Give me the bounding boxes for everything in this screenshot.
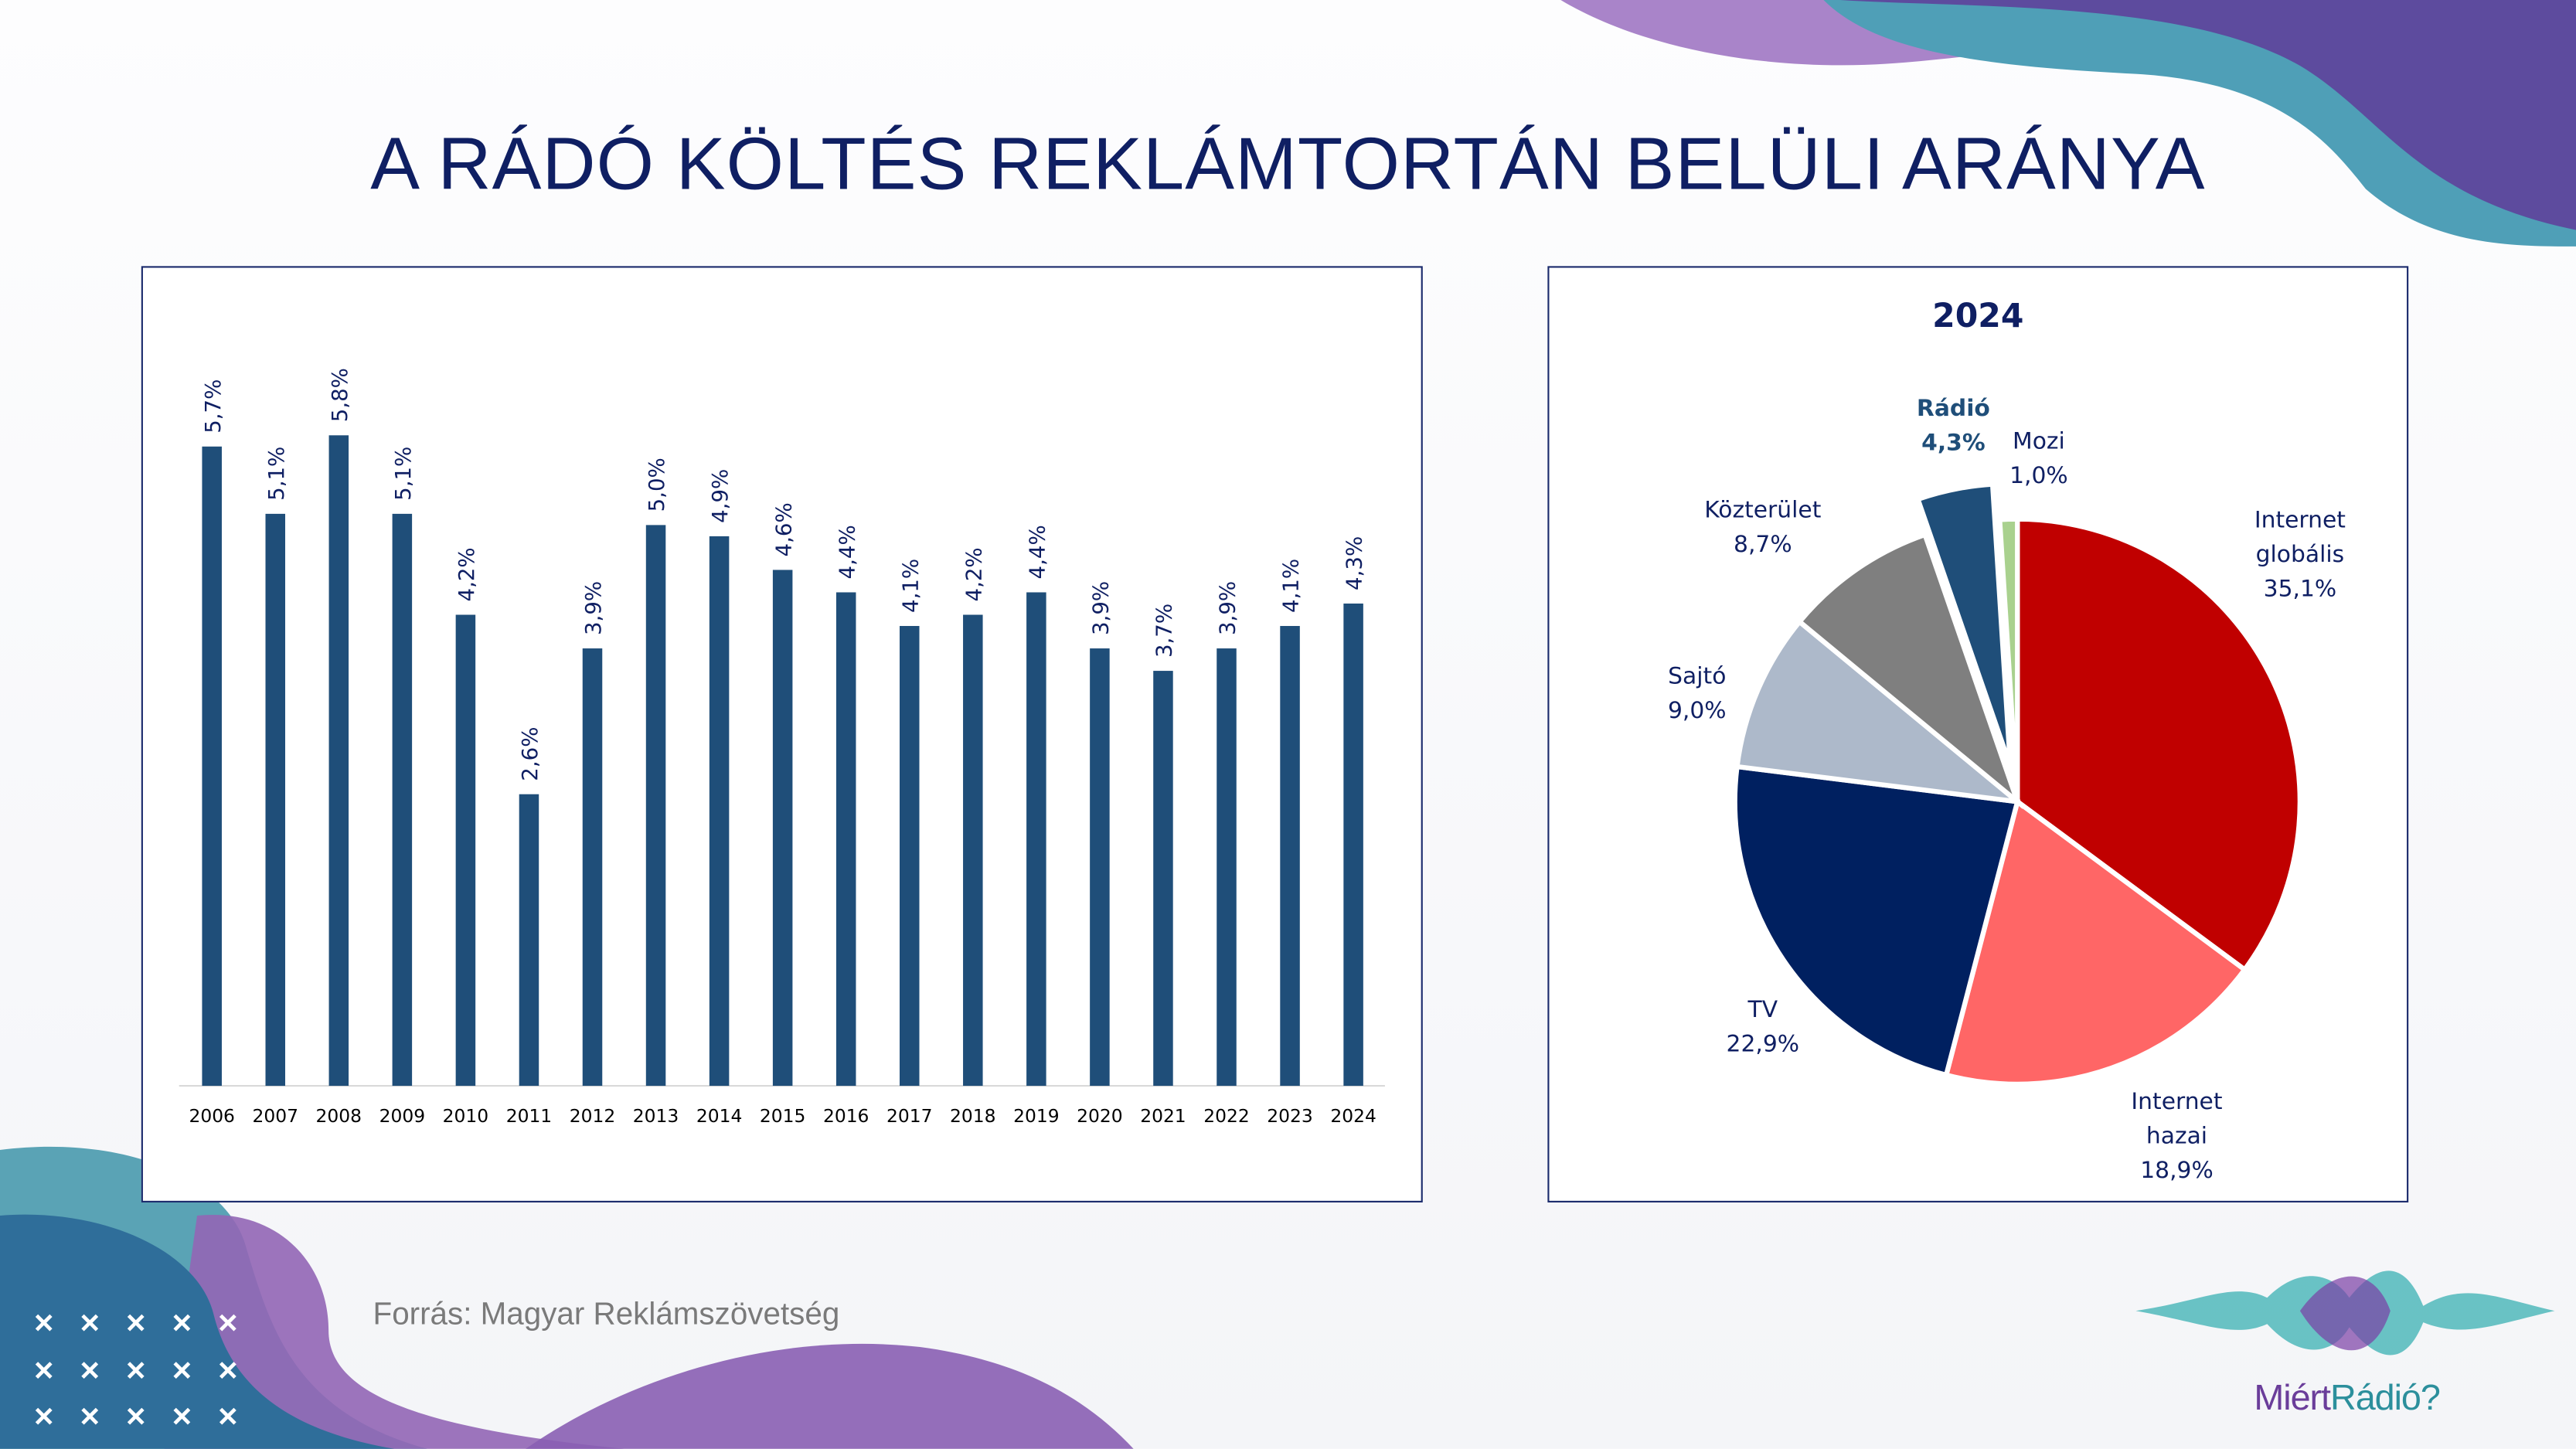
page-title: A RÁDÓ KÖLTÉS REKLÁMTORTÁN BELÜLI ARÁNYA (370, 121, 2206, 206)
x-tick-label: 2018 (950, 1105, 995, 1127)
x-tick-label: 2016 (823, 1105, 869, 1127)
bar-value-label: 4,6% (771, 502, 796, 556)
x-tick-label: 2007 (253, 1105, 298, 1127)
bar (772, 570, 793, 1087)
bar-value-label: 3,9% (1215, 581, 1240, 635)
bar (900, 626, 920, 1087)
bar-value-label: 2,6% (517, 727, 543, 781)
bar (519, 794, 539, 1087)
pie-label: 9,0% (1668, 697, 1727, 724)
bar-value-label: 5,7% (200, 379, 226, 434)
logo: MiértRádió? (2254, 1376, 2441, 1419)
pie-chart-panel: 2024 Internet globális 35,1% Internet hazai 1… (1547, 266, 2409, 1202)
bar (392, 513, 413, 1087)
x-tick-label: 2023 (1267, 1105, 1313, 1127)
bar (645, 525, 666, 1087)
pie-slice (1734, 618, 2026, 805)
bar-value-label: 4,9% (707, 469, 733, 523)
pie-label: Internet (2254, 506, 2346, 533)
bar (709, 536, 730, 1087)
pie-label: 1,0% (2009, 462, 2068, 489)
bar-value-label: 5,1% (390, 447, 416, 501)
logo-part1: Miért (2254, 1376, 2331, 1418)
pie-label: Közterület (1704, 497, 1821, 524)
pie-slice (1996, 516, 2020, 802)
bar (963, 614, 983, 1087)
bar-value-label: 3,9% (1088, 581, 1114, 635)
pie-label: 35,1% (2264, 576, 2337, 603)
pie-slice (2015, 516, 2303, 974)
bar-value-label: 3,9% (580, 581, 606, 635)
source-note: Forrás: Magyar Reklámszövetség (373, 1298, 840, 1332)
pie-label: Internet (2131, 1088, 2222, 1115)
bar-value-label: 4,4% (1024, 525, 1050, 579)
pie-slice (1795, 531, 2023, 810)
bar-value-label: 4,4% (834, 525, 859, 579)
bar-value-label: 4,1% (897, 559, 923, 613)
pie-label: globális (2256, 541, 2345, 568)
x-tick-label: 2019 (1013, 1105, 1060, 1127)
bar (1026, 592, 1046, 1087)
pie-title: 2024 (1932, 298, 2023, 335)
bar-value-label: 3,7% (1152, 604, 1177, 658)
bar-value-label: 4,2% (454, 547, 479, 601)
bar (1153, 671, 1173, 1087)
x-tick-label: 2021 (1140, 1105, 1186, 1127)
x-tick-label: 2010 (443, 1105, 489, 1127)
pie-slice (1732, 764, 2021, 1079)
bar (1217, 648, 1237, 1087)
pie-label: Mozi (2013, 427, 2065, 454)
bar-value-label: 4,3% (1342, 536, 1367, 590)
x-tick-label: 2020 (1077, 1105, 1123, 1127)
bar-value-label: 4,1% (1278, 559, 1304, 613)
pie-slice (1943, 797, 2248, 1087)
pie-label: 18,9% (2140, 1157, 2214, 1184)
bar-value-label: 4,2% (961, 547, 986, 601)
bar (328, 435, 349, 1087)
x-tick-label: 2009 (379, 1105, 425, 1127)
x-tick-label: 2024 (1330, 1105, 1376, 1127)
pie-label: 22,9% (1727, 1030, 1800, 1057)
bar-value-label: 5,1% (264, 447, 289, 501)
x-tick-label: 2017 (886, 1105, 933, 1127)
x-tick-label: 2011 (506, 1105, 553, 1127)
x-tick-label: 2014 (696, 1105, 743, 1127)
pie-label: Sajtó (1668, 662, 1726, 689)
pie-slice (1914, 481, 2013, 767)
bar (1090, 648, 1110, 1087)
pie-label: Rádió (1917, 395, 1990, 422)
pie-label: 4,3% (1921, 429, 1986, 456)
x-tick-label: 2008 (316, 1105, 362, 1127)
bar (1280, 626, 1300, 1087)
pie-chart: 2024 Internet globális 35,1% Internet hazai 1… (1668, 298, 2346, 1184)
bar-chart: 5,7% 2006 5,1% 2007 5,8% 2008 5,1% 2009 4,2% 2010… (179, 368, 1385, 1127)
bar (835, 592, 856, 1087)
x-tick-label: 2013 (633, 1105, 679, 1127)
x-tick-label: 2015 (760, 1105, 806, 1127)
pie-label: TV (1747, 996, 1778, 1023)
pie-label: 8,7% (1734, 531, 1792, 558)
logo-part2: Rádió? (2329, 1376, 2441, 1418)
bar-chart-panel: 5,7% 2006 5,1% 2007 5,8% 2008 5,1% 2009 4,2% 2010… (141, 266, 1423, 1202)
bar (265, 513, 286, 1087)
x-tick-label: 2022 (1203, 1105, 1250, 1127)
pie-label: hazai (2146, 1122, 2207, 1149)
bar-value-label: 5,8% (327, 368, 352, 422)
bar (582, 648, 603, 1087)
x-tick-label: 2006 (189, 1105, 235, 1127)
bar (1343, 603, 1363, 1087)
bar (202, 446, 222, 1087)
bar (455, 614, 476, 1087)
bar-value-label: 5,0% (644, 457, 669, 512)
x-tick-label: 2012 (570, 1105, 616, 1127)
